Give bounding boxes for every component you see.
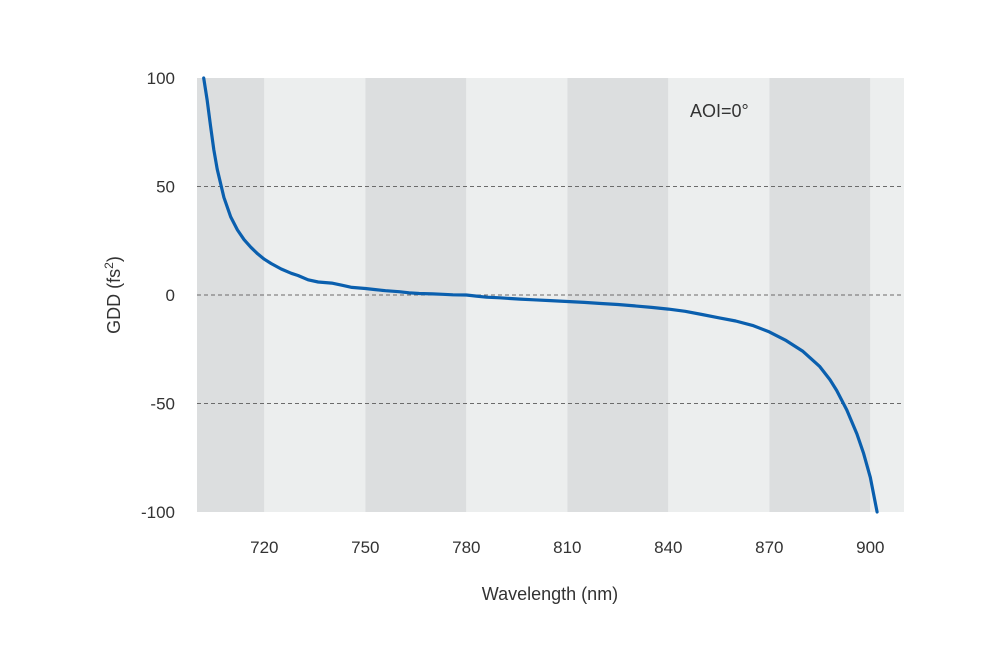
y-axis-title-close: ) — [104, 256, 124, 262]
y-tick-label: -50 — [150, 395, 175, 414]
series-group — [202, 76, 879, 514]
y-tick-label: 0 — [166, 286, 175, 305]
x-tick-label: 870 — [755, 538, 783, 557]
x-tick-label: 780 — [452, 538, 480, 557]
background-band-1 — [264, 78, 366, 512]
y-tick-labels: 100 50 0 -50 -100 — [141, 69, 175, 522]
x-tick-label: 840 — [654, 538, 682, 557]
x-tick-label: 720 — [250, 538, 278, 557]
y-tick-label: -100 — [141, 503, 175, 522]
x-tick-labels: 720 750 780 810 840 870 900 — [250, 538, 884, 557]
annotation-aoi: AOI=0° — [690, 101, 749, 121]
x-tick-label: 810 — [553, 538, 581, 557]
background-band-3 — [466, 78, 568, 512]
y-axis-title-sup: 2 — [102, 262, 116, 269]
x-axis-title: Wavelength (nm) — [482, 584, 618, 604]
y-tick-label: 50 — [156, 178, 175, 197]
x-tick-label: 750 — [351, 538, 379, 557]
y-axis-title: GDD (fs2) — [102, 256, 124, 334]
x-tick-label: 900 — [856, 538, 884, 557]
gridlines — [197, 186, 904, 404]
y-tick-label: 100 — [147, 69, 175, 88]
series-line-0 — [202, 76, 879, 514]
y-axis-title-main: GDD (fs — [104, 269, 124, 334]
